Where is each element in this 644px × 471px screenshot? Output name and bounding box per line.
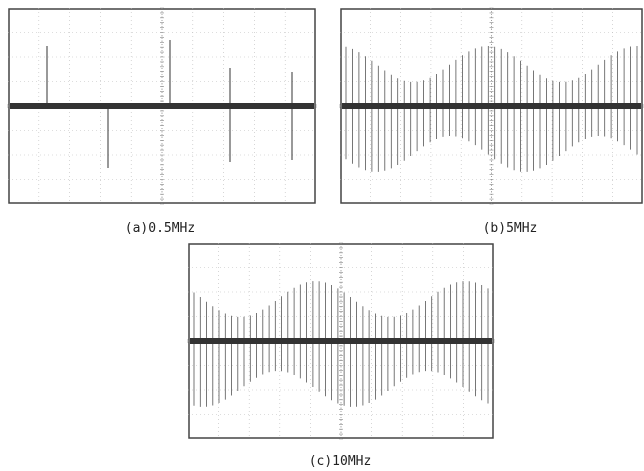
caption: (c)10MHz	[309, 454, 372, 469]
scope-panel-a	[8, 8, 316, 204]
signal-band	[10, 103, 314, 109]
signal-band	[190, 338, 492, 344]
caption: (b)5MHz	[483, 221, 538, 236]
figure: (a)0.5MHz (b)5MHz (c)10MHz	[0, 0, 644, 471]
signal-band	[342, 103, 641, 109]
caption: (a)0.5MHz	[125, 221, 195, 236]
scope-panel-b	[340, 8, 643, 204]
scope-panel-c	[188, 243, 494, 439]
